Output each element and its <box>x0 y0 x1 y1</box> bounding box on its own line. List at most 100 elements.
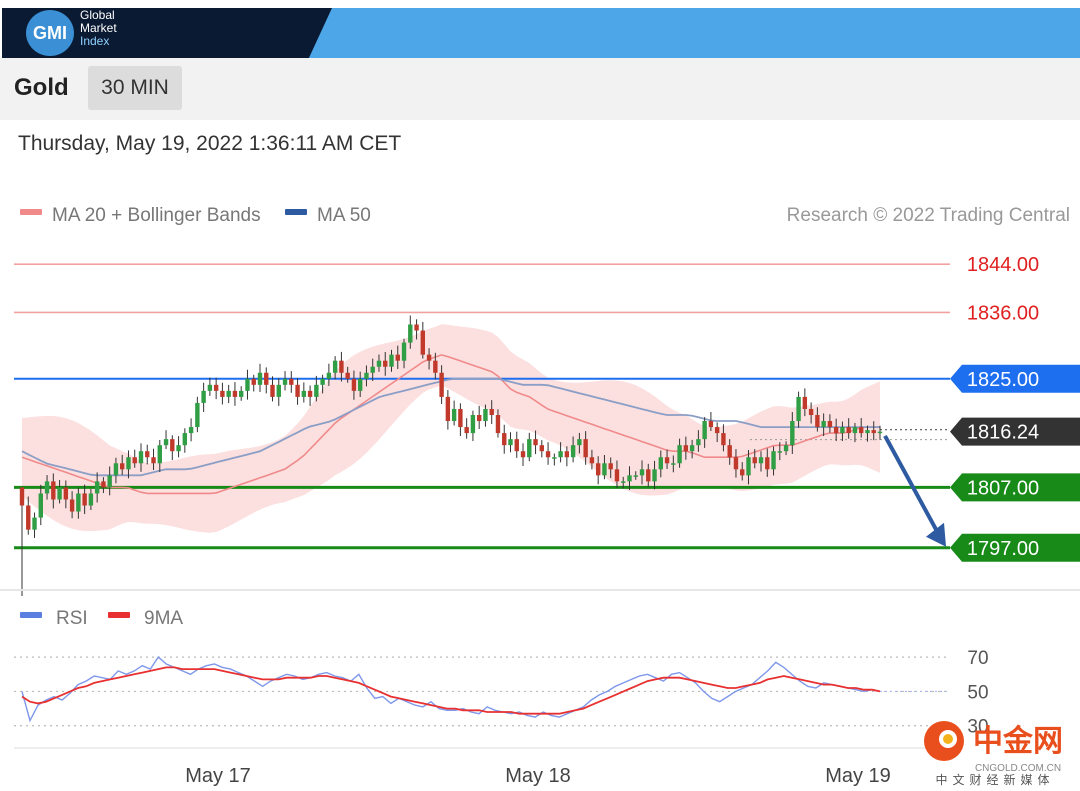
current-price-label: 1816.24 <box>967 422 1039 444</box>
candle-body-14 <box>107 475 112 488</box>
candle-body-21 <box>151 457 156 464</box>
candle-body-59 <box>389 354 394 367</box>
candle-body-22 <box>157 445 162 464</box>
candle-body-96 <box>621 481 626 483</box>
credit-text: Research © 2022 Trading Central <box>787 205 1070 226</box>
chart-datetime: Thursday, May 19, 2022 1:36:11 AM CET <box>18 132 402 155</box>
candle-body-90 <box>583 439 588 458</box>
candle-body-63 <box>414 324 419 331</box>
candle-body-53 <box>351 378 357 391</box>
candle-body-104 <box>671 463 676 465</box>
candle-body-114 <box>733 457 739 470</box>
level-label-0: 1844.00 <box>967 254 1039 276</box>
candle-body-60 <box>395 354 400 361</box>
candle-body-101 <box>652 469 657 482</box>
legend-label-1: MA 50 <box>317 205 371 226</box>
candle-body-31 <box>213 384 219 391</box>
candle-body-76 <box>495 415 501 434</box>
level-badge-2 <box>950 364 1080 393</box>
candle-body-44 <box>295 384 300 397</box>
candle-body-19 <box>138 451 144 464</box>
candle-body-23 <box>163 439 169 446</box>
rsi-legend-label-0: RSI <box>56 608 88 629</box>
rsi-level-label-1: 50 <box>967 682 988 703</box>
candle-body-17 <box>126 457 131 470</box>
candle-body-74 <box>483 408 488 422</box>
candle-body-98 <box>633 475 638 477</box>
logo-line-1: Global <box>80 8 115 22</box>
candle-body-67 <box>439 372 444 397</box>
candle-body-87 <box>564 451 570 458</box>
candle-body-1 <box>26 505 31 530</box>
level-label-4: 1797.00 <box>967 538 1039 560</box>
candle-body-64 <box>420 330 426 355</box>
candle-body-134 <box>859 427 864 434</box>
ma50-line <box>21 377 880 477</box>
candle-body-34 <box>232 390 238 397</box>
candle-body-136 <box>871 430 876 434</box>
candle-body-27 <box>188 427 194 434</box>
candles <box>19 315 883 597</box>
candle-body-81 <box>527 439 532 458</box>
gmi-logo-icon[interactable]: GMI <box>26 10 74 56</box>
ma20-line <box>21 354 880 495</box>
candle-body-38 <box>257 372 263 385</box>
candle-body-116 <box>746 457 751 476</box>
interval-button[interactable]: 30 MIN <box>88 66 182 110</box>
candle-body-50 <box>332 360 338 373</box>
candle-body-71 <box>464 427 469 434</box>
candle-body-137 <box>877 431 883 434</box>
candle-body-83 <box>539 445 545 452</box>
candle-body-102 <box>658 457 664 470</box>
candle-body-119 <box>765 457 770 470</box>
candle-body-32 <box>220 390 225 397</box>
candle-body-9 <box>76 493 81 512</box>
candle-body-100 <box>646 469 651 482</box>
candle-body-105 <box>677 445 682 464</box>
candle-body-111 <box>714 427 720 434</box>
candle-body-51 <box>339 360 344 373</box>
candle-body-35 <box>238 390 244 397</box>
candle-body-52 <box>345 372 350 379</box>
level-label-1: 1836.00 <box>967 302 1039 324</box>
candle-body-106 <box>683 445 689 452</box>
candle-body-95 <box>614 469 620 482</box>
candle-body-124 <box>796 396 801 422</box>
x-tick-label-1: May 18 <box>505 765 571 787</box>
candle-body-26 <box>182 433 188 446</box>
rsi-level-label-2: 30 <box>967 717 988 738</box>
candle-body-78 <box>508 439 513 446</box>
candle-body-70 <box>458 408 463 428</box>
current-price-badge <box>950 417 1080 446</box>
candle-body-2 <box>32 517 37 530</box>
candle-body-88 <box>570 445 576 458</box>
candle-body-45 <box>301 390 307 397</box>
candle-body-69 <box>451 408 457 422</box>
candle-body-133 <box>852 427 858 434</box>
rsi-legend-swatch-1 <box>108 612 130 618</box>
candle-body-117 <box>752 457 757 464</box>
level-badge-3 <box>950 473 1080 502</box>
candle-body-24 <box>170 439 175 452</box>
candle-body-92 <box>595 463 601 476</box>
cngold-tagline-text: 中文财经新媒体 <box>935 772 1054 787</box>
candle-body-127 <box>815 415 820 428</box>
logo-line-2: Market <box>80 21 117 35</box>
candle-body-61 <box>401 342 407 361</box>
candle-body-10 <box>82 493 87 506</box>
candle-body-118 <box>758 457 764 464</box>
gmi-logo-text: Global Market Index <box>80 9 117 48</box>
cngold-logo-dot <box>943 734 953 744</box>
candle-body-20 <box>145 451 150 458</box>
candle-body-33 <box>226 390 231 397</box>
candle-body-122 <box>783 445 789 452</box>
candle-body-130 <box>833 427 839 434</box>
level-badge-4 <box>950 533 1080 562</box>
candle-body-103 <box>664 457 670 464</box>
candle-body-43 <box>289 378 294 385</box>
candle-body-25 <box>176 445 181 452</box>
rsi-line <box>21 656 881 723</box>
candle-body-131 <box>840 427 845 434</box>
candle-body-112 <box>721 433 726 446</box>
